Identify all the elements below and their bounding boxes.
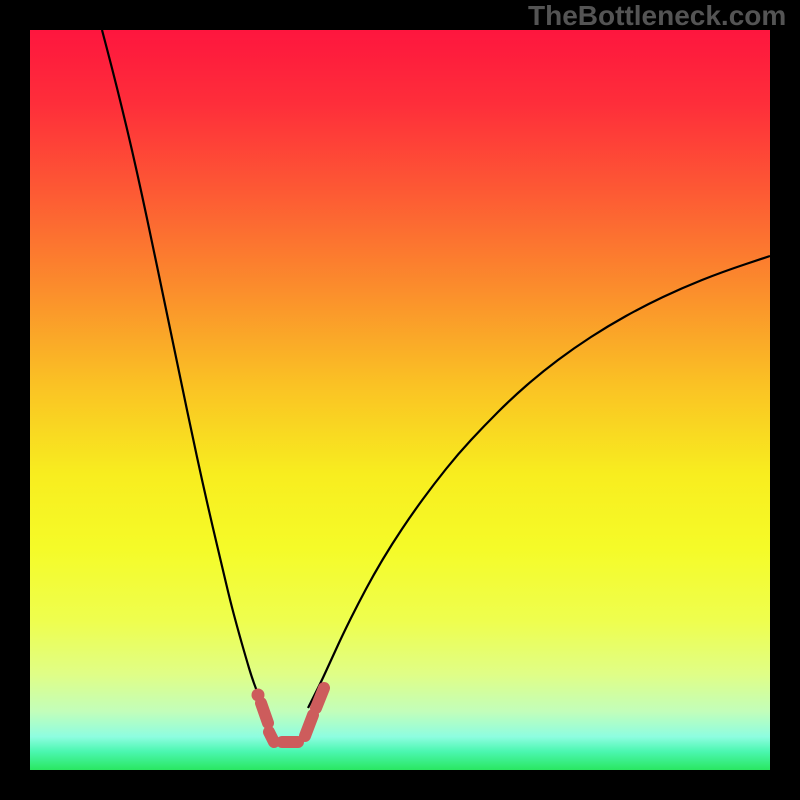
chart-svg [0,0,800,800]
valley-segment [305,715,313,736]
chart-frame: TheBottleneck.com [0,0,800,800]
watermark-text: TheBottleneck.com [528,0,786,32]
valley-segment [269,732,274,742]
gradient-plot-area [30,30,770,770]
valley-segment [316,688,324,708]
valley-segment [261,703,268,723]
